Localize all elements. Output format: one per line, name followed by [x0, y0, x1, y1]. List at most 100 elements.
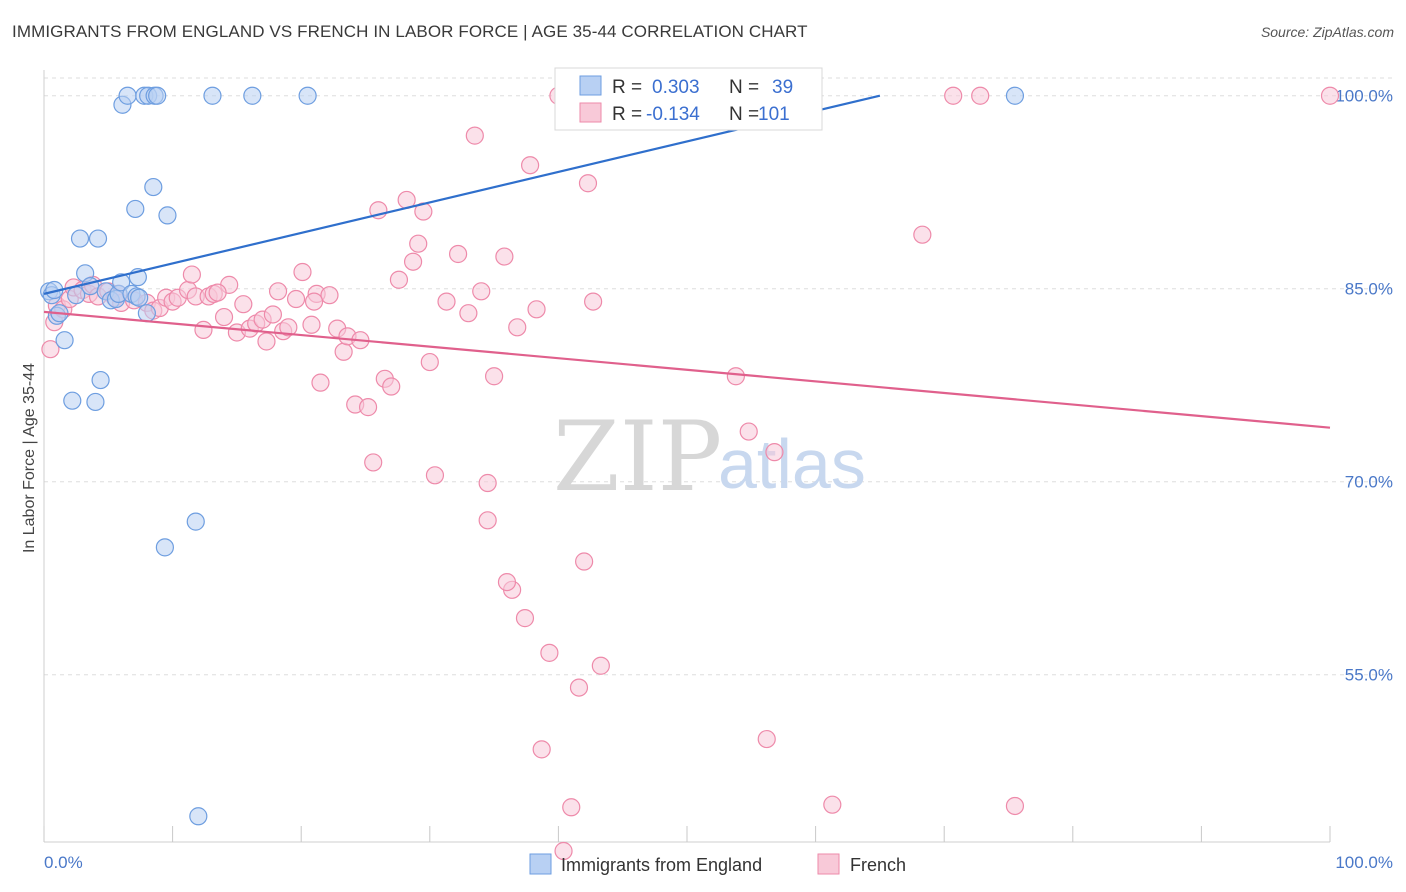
french-point: [1005, 796, 1025, 816]
england-point: [144, 177, 163, 197]
x-tick-label-max: 100.0%: [1335, 853, 1393, 872]
bottom-legend-swatch-england: [529, 853, 552, 875]
y-tick-label: 70.0%: [1345, 473, 1393, 492]
french-point: [465, 126, 484, 145]
french-point: [515, 609, 535, 628]
chart-title: IMMIGRANTS FROM ENGLAND VS FRENCH IN LAB…: [12, 22, 808, 41]
x-axis-ticks: [43, 826, 1331, 842]
england-point: [118, 86, 137, 105]
england-point: [63, 391, 82, 410]
england-point: [126, 199, 145, 219]
french-point: [448, 244, 468, 264]
french-point: [268, 282, 288, 301]
grid-lines: [44, 77, 1393, 676]
legend-r-label-french: R =: [612, 104, 642, 125]
source-label: Source: ZipAtlas.com: [1260, 24, 1394, 40]
y-tick-label: 100.0%: [1335, 87, 1393, 106]
legend-n-label-england: N =: [729, 77, 759, 98]
french-point: [527, 300, 546, 319]
french-point: [286, 289, 306, 309]
england-point: [86, 392, 105, 412]
legend-r-value-england: 0.303: [652, 77, 700, 98]
y-tick-labels: 55.0% 70.0% 85.0% 100.0%: [1335, 87, 1393, 685]
french-point: [263, 305, 283, 324]
french-point: [364, 453, 383, 472]
french-point: [420, 352, 439, 372]
england-point: [88, 229, 108, 248]
legend-n-label-french: N =: [729, 104, 759, 125]
french-point: [208, 283, 227, 302]
england-point: [55, 331, 74, 350]
series-legend: Immigrants from England French: [529, 853, 906, 875]
french-point: [472, 282, 491, 301]
french-point: [1320, 86, 1340, 105]
x-tick-label-min: 0.0%: [44, 853, 83, 872]
england-point: [243, 86, 262, 105]
legend-swatch-french: [579, 102, 602, 123]
french-point: [214, 307, 234, 327]
french-point: [194, 320, 213, 340]
stats-legend: R = 0.303 N = 39 R = -0.134 N = 101: [554, 67, 823, 131]
french-point: [478, 511, 497, 530]
french-point: [562, 798, 581, 817]
french-point: [495, 247, 514, 266]
trend-lines: [43, 94, 1331, 429]
england-point: [298, 86, 317, 105]
bottom-legend-label-england: Immigrants from England: [561, 855, 762, 875]
england-point: [203, 86, 222, 105]
french-point: [578, 174, 598, 193]
legend-r-label-england: R =: [612, 77, 642, 98]
england-point: [81, 277, 100, 296]
french-point: [358, 398, 378, 417]
french-point: [569, 678, 589, 697]
french-point: [41, 340, 60, 359]
french-point: [757, 729, 776, 749]
england-point: [130, 288, 149, 307]
french-point: [182, 265, 201, 284]
french-point: [389, 270, 409, 289]
england-point: [189, 807, 208, 826]
legend-n-value-french: 101: [758, 104, 790, 125]
french-point: [944, 86, 963, 105]
legend-r-value-french: -0.134: [646, 104, 700, 125]
england-point: [70, 229, 90, 248]
french-trend-line: [43, 310, 1331, 429]
england-point: [1005, 86, 1025, 105]
bottom-legend-label-french: French: [850, 855, 906, 875]
y-tick-label: 85.0%: [1345, 280, 1393, 299]
french-point: [739, 422, 758, 441]
french-point: [478, 473, 497, 493]
french-point: [913, 225, 932, 244]
french-point: [971, 86, 990, 105]
y-axis-label: In Labor Force | Age 35-44: [21, 363, 38, 553]
england-point: [155, 538, 174, 557]
french-point: [279, 318, 298, 337]
england-point: [148, 86, 167, 105]
french-point: [459, 304, 478, 323]
bottom-legend-swatch-french: [817, 853, 840, 875]
french-point: [382, 377, 401, 396]
french-point: [508, 318, 527, 337]
french-point: [485, 367, 504, 386]
england-point: [186, 512, 205, 531]
french-point: [575, 552, 594, 571]
england-point: [112, 273, 131, 292]
legend-n-value-england: 39: [772, 77, 793, 98]
french-point: [257, 332, 276, 351]
french-point: [497, 572, 517, 592]
french-point: [765, 443, 784, 462]
french-point: [521, 156, 540, 175]
series-england-points: [40, 86, 1025, 826]
french-point: [311, 373, 330, 392]
french-point: [302, 315, 321, 334]
england-point: [137, 304, 156, 323]
legend-swatch-england: [579, 75, 602, 96]
french-point: [554, 841, 573, 861]
french-point: [304, 292, 324, 311]
french-point: [409, 234, 428, 253]
french-point: [540, 643, 559, 662]
french-point: [234, 295, 253, 314]
french-point: [293, 262, 312, 282]
y-tick-label: 55.0%: [1345, 666, 1393, 685]
england-point: [158, 206, 177, 225]
